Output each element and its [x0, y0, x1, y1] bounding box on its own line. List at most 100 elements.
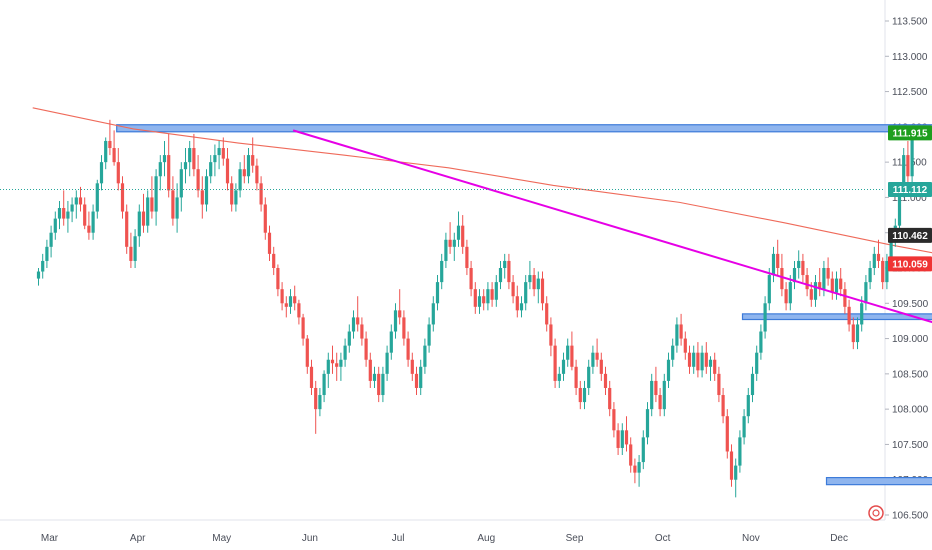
candle-body: [427, 324, 431, 346]
candle: [221, 137, 225, 166]
candle: [217, 140, 221, 170]
candle: [608, 380, 612, 417]
candle-body: [456, 225, 461, 240]
candle-body: [448, 239, 452, 247]
candle-body: [738, 437, 742, 466]
candle: [561, 352, 566, 381]
candle-body: [326, 359, 330, 374]
candle-body: [234, 190, 238, 205]
candle-body: [704, 352, 708, 367]
candle-body: [356, 317, 360, 325]
candle-body: [188, 148, 192, 163]
candle-body: [780, 268, 784, 290]
candle: [158, 155, 162, 191]
candle-body: [259, 183, 263, 205]
candle-body: [507, 260, 511, 283]
candle-body: [746, 395, 750, 417]
candle: [570, 331, 574, 371]
candle-body: [788, 282, 792, 304]
zones: [116, 124, 932, 486]
candle: [687, 345, 692, 374]
candle: [805, 268, 809, 297]
candle: [393, 303, 398, 339]
candle: [511, 275, 515, 304]
candle: [540, 271, 545, 311]
candle-body: [158, 162, 162, 177]
candle-body: [393, 310, 398, 332]
candle-body: [330, 359, 335, 364]
price-tag-bg: [888, 125, 932, 141]
candle: [633, 458, 637, 484]
candle-body: [645, 409, 650, 438]
candle: [95, 179, 99, 219]
candle-body: [612, 409, 616, 431]
price-tag: 110.462: [888, 227, 932, 243]
candle-body: [822, 268, 826, 290]
candle: [53, 211, 57, 240]
candle: [818, 268, 822, 297]
candle: [62, 190, 66, 226]
y-tick-label: 106.500: [892, 511, 929, 522]
candle: [557, 366, 561, 388]
candle-body: [616, 430, 620, 448]
candle: [104, 137, 108, 170]
candle: [519, 296, 524, 318]
candle-body: [885, 260, 889, 283]
candle: [402, 310, 406, 346]
candle: [141, 193, 146, 233]
candle: [906, 140, 910, 184]
y-tick-label: 113.000: [892, 52, 928, 63]
candle: [238, 162, 242, 198]
candle: [188, 140, 192, 177]
candle: [146, 190, 150, 233]
candle-body: [221, 148, 225, 159]
candle: [204, 169, 209, 212]
candle: [591, 345, 595, 374]
y-tick-label: 111.000: [892, 193, 927, 204]
candle-body: [540, 278, 545, 304]
candle: [713, 352, 717, 381]
candle-body: [272, 253, 276, 268]
candle-body: [692, 352, 696, 367]
candle-body: [137, 211, 141, 237]
candle: [721, 387, 725, 424]
candle-body: [431, 303, 435, 325]
candle-body: [633, 465, 637, 473]
candle-body: [855, 324, 860, 343]
candle: [797, 250, 801, 279]
candle-body: [515, 296, 519, 311]
price-tag-label: 111.112: [893, 185, 928, 196]
candle: [637, 455, 641, 487]
candle-body: [372, 373, 377, 381]
candle-body: [183, 162, 188, 170]
candle: [826, 257, 830, 286]
range-bottom-zone: [741, 313, 932, 321]
candle: [498, 260, 503, 290]
candle: [372, 366, 377, 388]
candle-body: [519, 303, 524, 311]
candle-body: [49, 232, 53, 247]
candle-body: [839, 278, 843, 290]
x-tick-label: May: [212, 533, 231, 544]
candle-body: [74, 197, 78, 205]
trendline: [292, 129, 932, 324]
candle-body: [104, 140, 108, 163]
candle: [137, 204, 141, 247]
candle: [750, 366, 755, 403]
candle-body: [406, 338, 410, 360]
candle-body: [587, 366, 591, 388]
reset-button[interactable]: [868, 505, 884, 521]
candle-body: [440, 260, 444, 283]
candle-body: [683, 338, 687, 353]
candle-body: [549, 324, 553, 346]
candle-body: [70, 204, 74, 212]
candle: [314, 380, 318, 434]
candle-body: [658, 395, 662, 410]
candle-body: [910, 137, 914, 177]
candle: [255, 158, 259, 191]
candle-body: [624, 430, 629, 445]
candle: [675, 317, 679, 353]
candle: [566, 338, 570, 367]
candle: [486, 282, 490, 311]
